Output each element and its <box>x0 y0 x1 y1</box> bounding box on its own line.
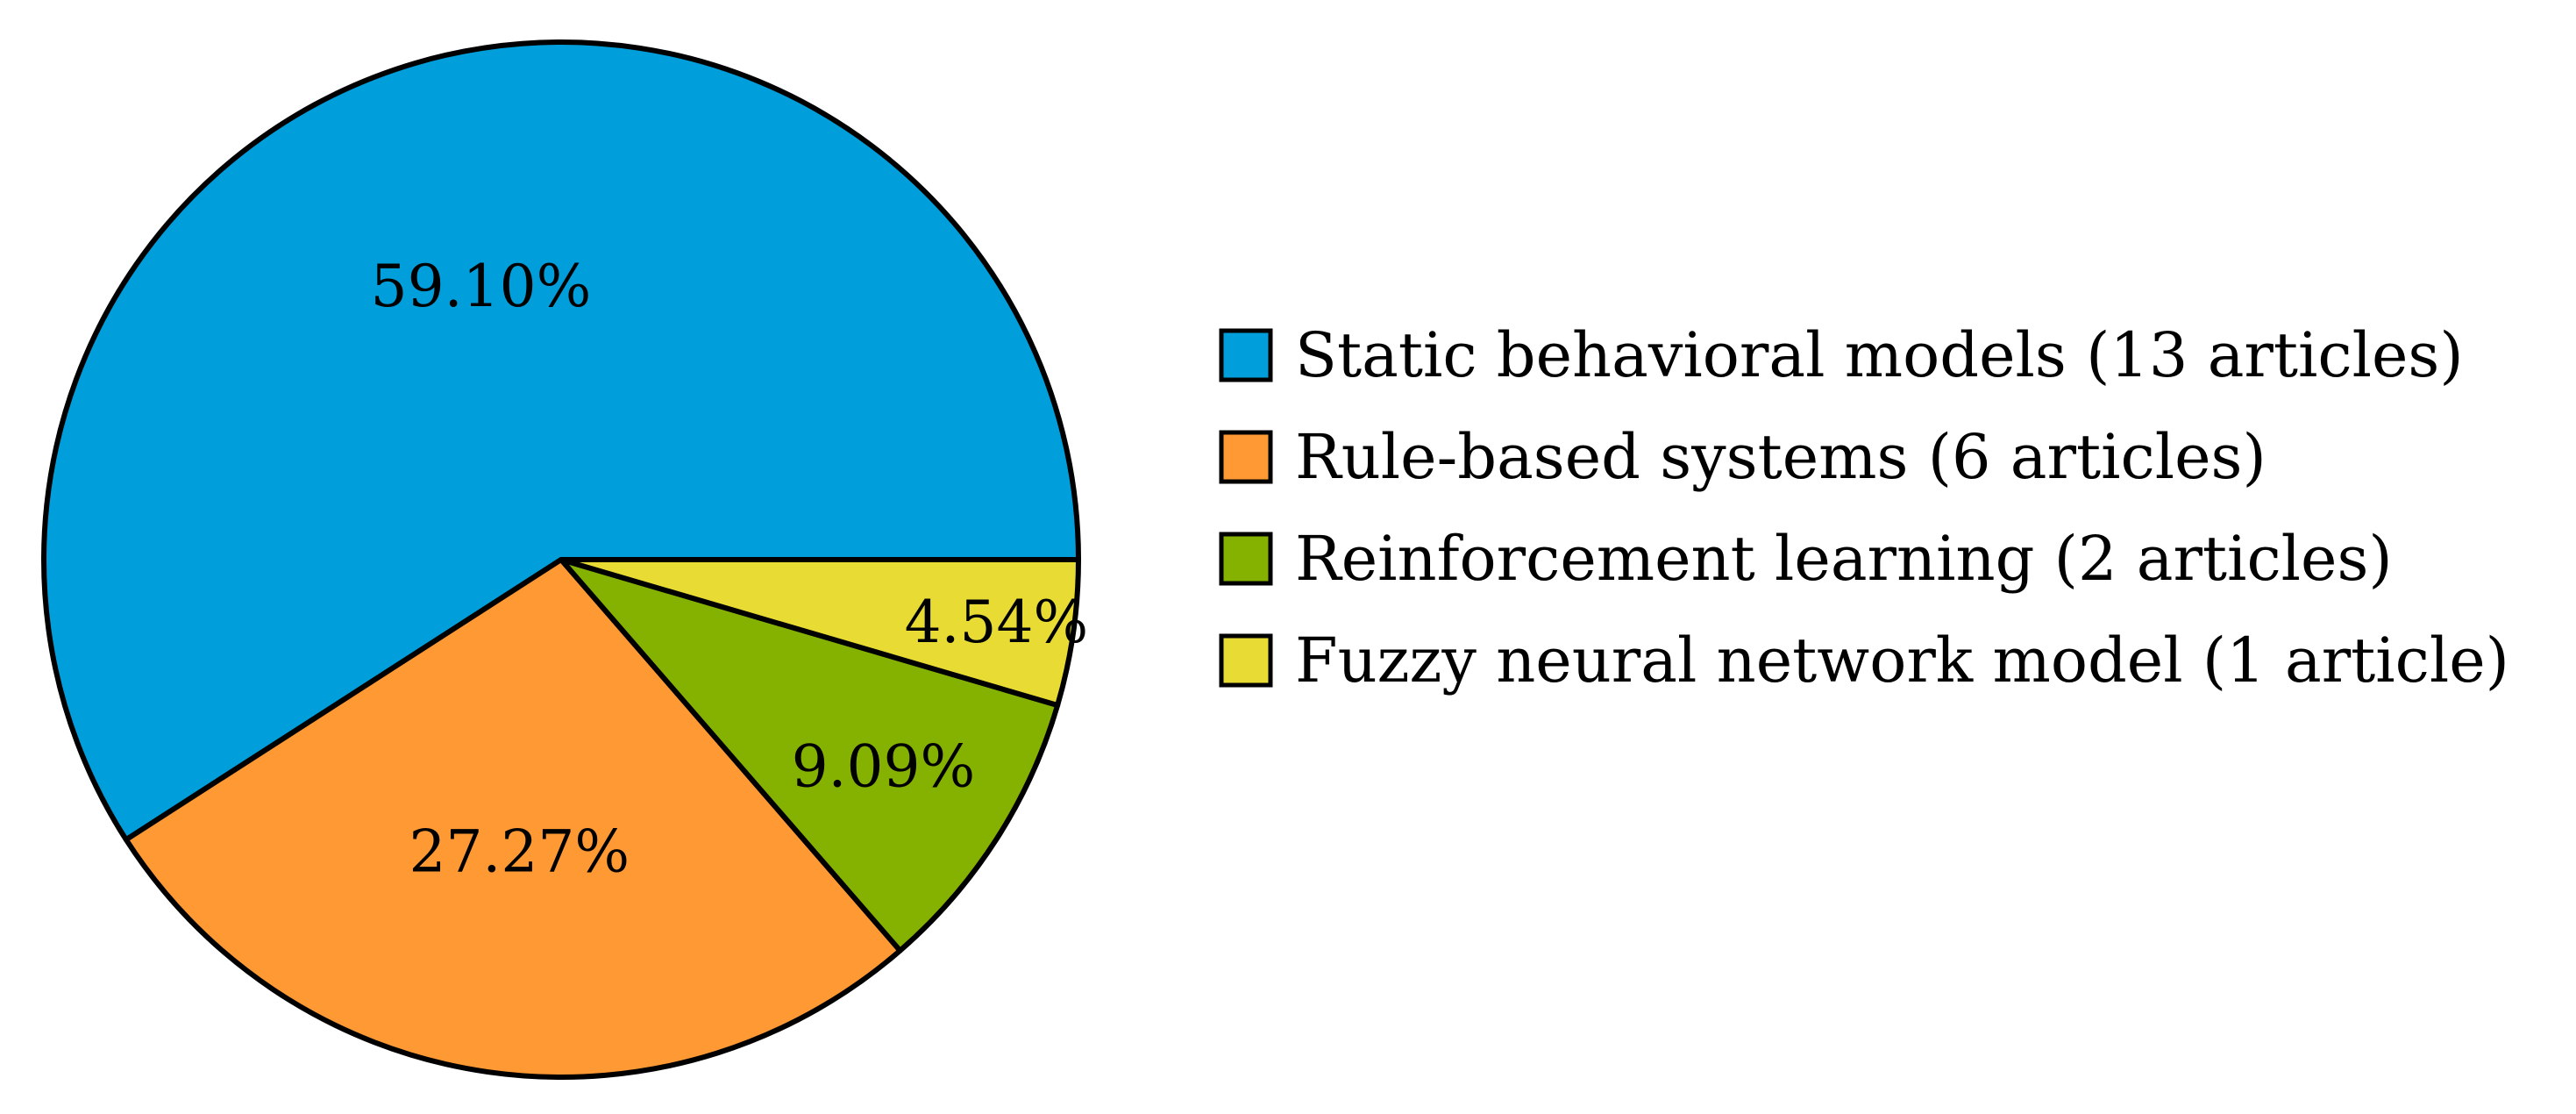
slice-value-label-1: 59.10% <box>371 253 592 320</box>
pie-slice-2 <box>123 557 903 1080</box>
legend-swatch-4 <box>1219 633 1273 688</box>
slice-value-label-4: 4.54% <box>905 589 1089 656</box>
legend-swatch-1 <box>1219 328 1273 382</box>
legend-item-2: Rule-based systems (6 articles) <box>1219 421 2266 493</box>
pie-slice-1 <box>41 39 1081 843</box>
slice-value-label-2: 27.27% <box>409 818 630 885</box>
legend-item-3: Reinforcement learning (2 articles) <box>1219 523 2393 595</box>
slice-value-label-3: 9.09% <box>792 732 976 800</box>
slice-labels-layer: 59.10% 27.27% 9.09% 4.54% <box>371 253 1089 885</box>
legend-item-4: Fuzzy neural network model (1 article) <box>1219 625 2509 696</box>
legend-swatch-2 <box>1219 430 1273 484</box>
legend: Static behavioral models (13 articles) Ru… <box>1219 319 2509 696</box>
pie-slice-3 <box>559 557 1061 953</box>
legend-label-4: Fuzzy neural network model (1 article) <box>1295 625 2509 696</box>
pie-slice-4 <box>559 557 1081 709</box>
legend-item-1: Static behavioral models (13 articles) <box>1219 319 2464 391</box>
legend-label-3: Reinforcement learning (2 articles) <box>1295 523 2393 595</box>
legend-swatch-3 <box>1219 532 1273 586</box>
legend-label-2: Rule-based systems (6 articles) <box>1295 421 2266 493</box>
legend-label-1: Static behavioral models (13 articles) <box>1295 319 2464 391</box>
slices-layer <box>41 39 1081 1080</box>
